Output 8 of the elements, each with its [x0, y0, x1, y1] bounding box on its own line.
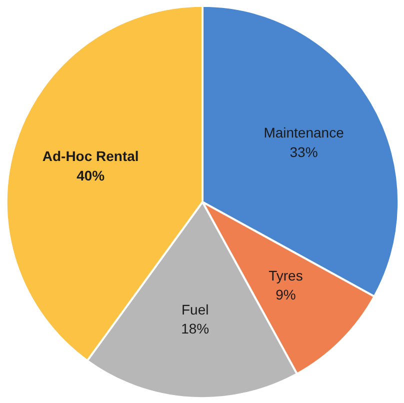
data-label: 18% [181, 320, 210, 337]
data-label: 9% [276, 286, 296, 303]
slice-label: Maintenance [264, 124, 344, 141]
slice-label: Ad-Hoc Rental [42, 148, 139, 164]
slice-label: Tyres [268, 267, 303, 284]
slice-label: Fuel [181, 302, 209, 318]
data-label: 33% [290, 144, 318, 160]
data-label: 40% [76, 167, 106, 184]
